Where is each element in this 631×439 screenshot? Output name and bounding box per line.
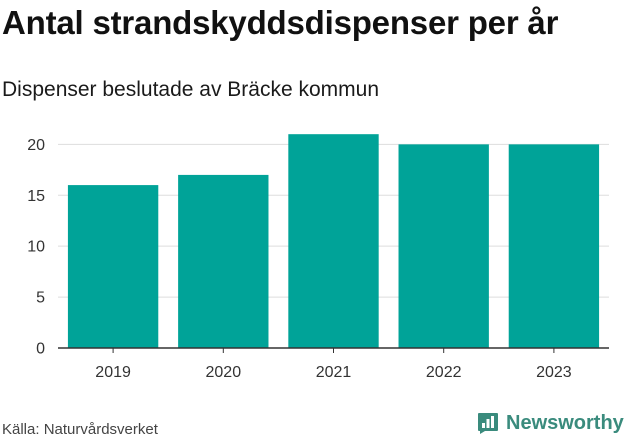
x-tick-label-2022: 2022: [426, 364, 462, 381]
source-note: Källa: Naturvårdsverket: [2, 421, 158, 438]
axes: 0 5 10 15 20 2019 2020 2021 2022 2023: [27, 137, 609, 381]
chart-subtitle: Dispenser beslutade av Bräcke kommun: [2, 78, 380, 101]
bar-2019: [67, 185, 159, 348]
y-tick-label-20: 20: [27, 137, 45, 154]
y-tick-label-15: 15: [27, 188, 45, 205]
brand-name: Newsworthy: [506, 411, 624, 434]
bar-2021: [288, 134, 379, 348]
bars: [67, 134, 600, 348]
chart-title: Antal strandskyddsdispenser per år: [2, 4, 559, 41]
bar-2020: [178, 174, 269, 348]
bar-2023: [508, 144, 600, 348]
newsworthy-logo-icon: [478, 413, 498, 434]
x-tick-label-2023: 2023: [536, 364, 572, 381]
x-tick-label-2019: 2019: [95, 364, 131, 381]
x-tick-label-2020: 2020: [206, 364, 242, 381]
y-tick-label-0: 0: [36, 341, 45, 358]
x-tick-label-2021: 2021: [316, 364, 352, 381]
brand-logo: Newsworthy: [476, 408, 624, 438]
y-tick-label-5: 5: [36, 290, 45, 307]
bar-2022: [398, 144, 489, 348]
bar-chart: 0 5 10 15 20 2019 2020 2021 2022 2023: [27, 134, 609, 381]
y-tick-label-10: 10: [27, 239, 45, 256]
